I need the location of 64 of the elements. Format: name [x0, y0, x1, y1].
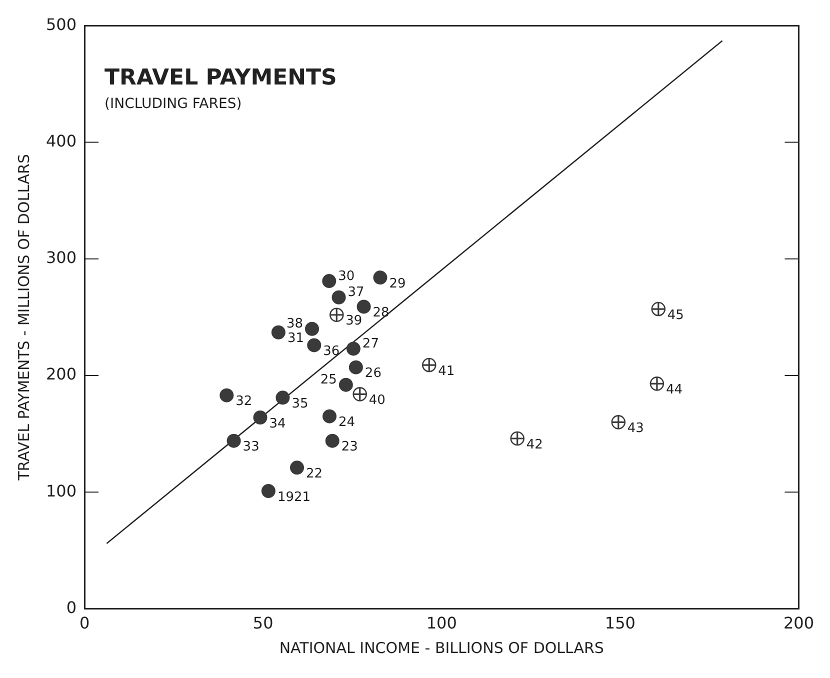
annotation: 36	[323, 344, 340, 360]
annotation: 29	[389, 276, 406, 292]
x-tick-label: 50	[252, 614, 274, 633]
annotation: 22	[306, 466, 323, 482]
point	[651, 302, 666, 316]
annotation: 41	[438, 364, 455, 379]
annotation: 38	[286, 316, 304, 332]
point	[220, 388, 234, 402]
annotation: 30	[338, 268, 355, 284]
y-tick-label: 0	[66, 598, 77, 617]
point	[261, 484, 276, 498]
annotation: 34	[269, 416, 286, 432]
text: (INCLUDING FARES)	[104, 96, 242, 112]
x-tick-label: 150	[604, 614, 636, 633]
y-tick-label: 200	[46, 364, 77, 384]
point	[322, 274, 336, 288]
point	[305, 322, 320, 336]
point	[650, 376, 664, 391]
annotation: 24	[338, 415, 356, 430]
point	[356, 300, 371, 314]
annotation: 31	[287, 331, 304, 346]
y-tick-label: 400	[46, 131, 77, 150]
point	[325, 434, 340, 448]
y-tick-label: 500	[46, 14, 77, 34]
x-tick-label: 200	[783, 614, 814, 633]
point	[226, 434, 241, 448]
point	[253, 410, 268, 425]
point	[510, 431, 525, 446]
annotation: 43	[627, 421, 644, 436]
x-tick-label: 0	[79, 614, 90, 633]
point	[338, 378, 353, 392]
point	[332, 290, 346, 304]
point	[276, 390, 290, 405]
text: TRAVEL PAYMENTS	[104, 65, 337, 90]
point	[422, 358, 436, 372]
x-tick-label: 100	[426, 614, 457, 633]
point	[307, 338, 322, 352]
annotation: 37	[348, 285, 364, 300]
point	[271, 325, 286, 340]
annotation: 45	[667, 308, 684, 323]
point	[611, 414, 626, 430]
annotation: 23	[341, 440, 358, 455]
point	[290, 460, 304, 475]
annotation: 39	[346, 314, 362, 329]
annotation: 27	[362, 336, 379, 352]
point	[322, 409, 337, 424]
point	[329, 308, 344, 322]
annotation: 1921	[277, 490, 311, 505]
annotation: 35	[292, 396, 308, 412]
point	[352, 386, 368, 402]
annotation: 33	[242, 440, 260, 455]
annotation: 25	[320, 372, 337, 388]
annotation: 32	[236, 394, 252, 410]
point	[346, 342, 360, 356]
annotation: 44	[666, 382, 683, 398]
annotation: 26	[364, 366, 382, 382]
y-tick-label: 100	[46, 481, 77, 500]
annotation: 42	[526, 437, 543, 452]
x-axis-title: NATIONAL INCOME - BILLIONS OF DOLLARS	[279, 638, 604, 657]
point	[373, 270, 388, 285]
point	[348, 360, 363, 374]
annotation: 40	[368, 393, 386, 408]
y-tick-label: 300	[46, 248, 77, 268]
y-axis-title: TRAVEL PAYMENTS - MILLIONS OF DOLLARS	[14, 154, 33, 482]
